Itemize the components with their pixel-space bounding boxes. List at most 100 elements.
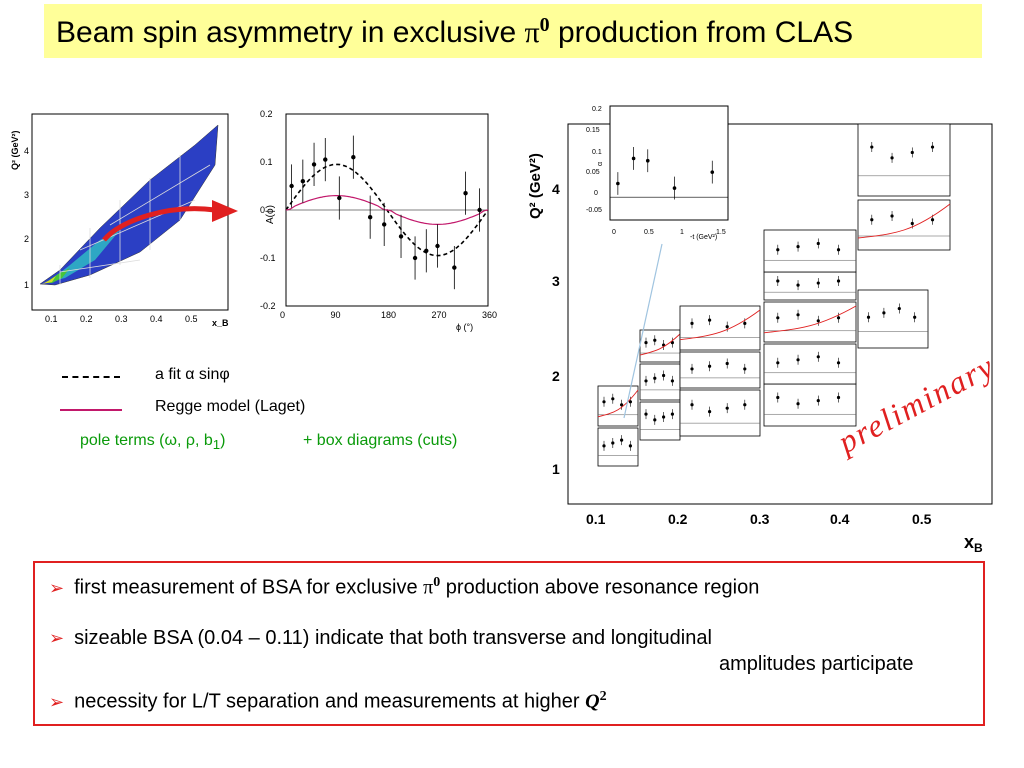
data-point bbox=[300, 179, 306, 184]
svg-text:4: 4 bbox=[24, 146, 29, 156]
bin-point bbox=[836, 316, 841, 320]
bin-point bbox=[670, 412, 674, 416]
bin-point bbox=[836, 248, 841, 252]
kinematics-plot: 0.1 0.2 0.3 0.4 0.5 1 2 3 4 x_B Q² (GeV²… bbox=[10, 113, 238, 328]
data-point bbox=[477, 207, 482, 213]
bin-point bbox=[816, 281, 820, 285]
bin-point bbox=[910, 221, 914, 226]
svg-text:0.5: 0.5 bbox=[185, 314, 198, 324]
title-banner: Beam spin asymmetry in exclusive π0 prod… bbox=[44, 4, 982, 58]
svg-text:0.1: 0.1 bbox=[586, 511, 606, 527]
bin-panel bbox=[857, 289, 929, 349]
bin-point bbox=[708, 318, 712, 322]
data-point bbox=[424, 248, 429, 253]
bin-point bbox=[866, 315, 871, 319]
bin-point bbox=[628, 444, 632, 448]
bin-point bbox=[743, 403, 747, 407]
inset-data-point bbox=[645, 158, 650, 163]
regge-legend-line bbox=[60, 409, 122, 411]
x-axis-label: ϕ (°) bbox=[456, 322, 473, 332]
pole-terms-label: pole terms (ω, ρ, b1) bbox=[80, 432, 226, 453]
svg-text:0.2: 0.2 bbox=[668, 511, 688, 527]
y-tick-label: 0 bbox=[260, 205, 265, 215]
bin-point bbox=[628, 400, 632, 404]
svg-text:3: 3 bbox=[24, 190, 29, 200]
svg-text:0.4: 0.4 bbox=[830, 511, 850, 527]
bin-panel bbox=[639, 329, 681, 363]
bin-point bbox=[796, 244, 800, 249]
x-tick-label: 0 bbox=[280, 310, 285, 320]
svg-text:2: 2 bbox=[552, 368, 560, 384]
x-tick-label: 270 bbox=[432, 310, 447, 320]
bin-point bbox=[890, 214, 894, 218]
bin-point bbox=[776, 316, 780, 320]
bin-point bbox=[913, 315, 917, 319]
y-tick-label: 0.2 bbox=[260, 109, 273, 119]
bin-point bbox=[602, 400, 606, 404]
bin-point bbox=[836, 279, 841, 283]
svg-text:x_B: x_B bbox=[212, 318, 229, 328]
bin-point bbox=[690, 367, 694, 371]
bin-panel bbox=[763, 383, 857, 427]
bin-point bbox=[708, 364, 712, 368]
bin-point bbox=[930, 145, 935, 149]
bin-model-curve bbox=[639, 333, 681, 356]
bullet-3: ➢ necessity for L/T separation and measur… bbox=[49, 689, 607, 713]
bin-point bbox=[743, 321, 747, 325]
bullet-2: ➢ sizeable BSA (0.04 – 0.11) indicate tha… bbox=[49, 627, 712, 649]
bin-point bbox=[690, 403, 694, 407]
data-point bbox=[311, 162, 317, 167]
svg-text:1: 1 bbox=[552, 461, 560, 477]
svg-text:1: 1 bbox=[24, 280, 29, 290]
data-point bbox=[351, 155, 356, 160]
bin-point bbox=[620, 438, 624, 442]
bin-point bbox=[653, 376, 657, 380]
svg-text:1: 1 bbox=[680, 229, 684, 236]
inset-data-point bbox=[616, 181, 620, 186]
page-title: Beam spin asymmetry in exclusive π0 prod… bbox=[56, 14, 854, 49]
svg-text:4: 4 bbox=[552, 181, 560, 197]
asymmetry-plot: 0 90 180 270 360 -0.2 -0.1 0 0.1 0.2 ϕ (°) A(ϕ) bbox=[260, 109, 497, 332]
y-tick-label: -0.2 bbox=[260, 301, 276, 311]
svg-text:2: 2 bbox=[24, 234, 29, 244]
bin-panel bbox=[763, 301, 857, 343]
box-diagrams-label: + box diagrams (cuts) bbox=[303, 432, 458, 449]
bin-point bbox=[611, 397, 615, 401]
data-point bbox=[323, 157, 328, 162]
bin-panel bbox=[857, 199, 951, 251]
bin-point bbox=[910, 150, 914, 155]
bin-point bbox=[690, 321, 694, 325]
bin-point bbox=[644, 341, 648, 345]
svg-text:0.2: 0.2 bbox=[80, 314, 93, 324]
svg-text:0.05: 0.05 bbox=[586, 169, 600, 176]
bin-panel bbox=[763, 271, 857, 301]
data-point bbox=[435, 243, 440, 249]
bin-point bbox=[725, 361, 729, 366]
bin-model-curve bbox=[679, 309, 761, 341]
bin-point bbox=[796, 313, 800, 317]
bin-point bbox=[930, 218, 935, 222]
binned-bsa-plot: 0.1 0.2 0.3 0.4 0.5 1 2 3 4 Q² (GeV²) xB… bbox=[527, 105, 993, 555]
svg-text:0: 0 bbox=[612, 229, 616, 236]
bin-point bbox=[670, 379, 674, 383]
svg-text:0.15: 0.15 bbox=[586, 127, 600, 134]
inset-data-point bbox=[672, 186, 677, 190]
bin-point bbox=[882, 311, 886, 315]
svg-text:0.3: 0.3 bbox=[115, 314, 128, 324]
bin-point bbox=[816, 241, 820, 246]
bin-point bbox=[836, 361, 841, 365]
pointer-arrow bbox=[212, 200, 238, 222]
svg-text:0.1: 0.1 bbox=[45, 314, 58, 324]
bin-point bbox=[662, 415, 666, 419]
bin-point bbox=[644, 412, 648, 416]
bin-panel bbox=[597, 385, 639, 427]
inset-data-point bbox=[710, 170, 715, 174]
x-tick-label: 90 bbox=[331, 310, 341, 320]
regge-curve bbox=[285, 195, 489, 225]
bin-model-curve bbox=[597, 389, 639, 418]
y-axis-label: A(ϕ) bbox=[265, 205, 276, 224]
bullet-arrow-icon: ➢ bbox=[49, 691, 65, 712]
bullet-arrow-icon: ➢ bbox=[49, 577, 65, 598]
bin-point bbox=[662, 373, 666, 378]
bin-point bbox=[725, 406, 729, 410]
